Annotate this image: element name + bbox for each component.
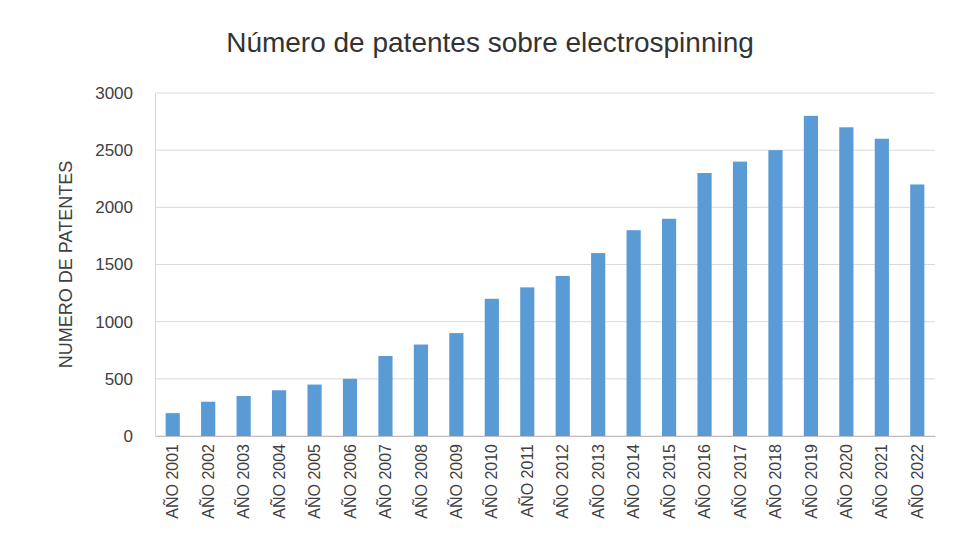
y-tick: 0	[124, 427, 155, 446]
y-tick: 3000	[95, 84, 155, 103]
x-tick: AÑO 2008	[411, 436, 430, 519]
x-tick-label: AÑO 2007	[375, 444, 394, 519]
x-tick-label: AÑO 2015	[659, 444, 678, 519]
y-tick-label: 3000	[95, 84, 133, 103]
x-tick: AÑO 2011	[517, 436, 536, 518]
x-tick-label: AÑO 2005	[304, 444, 323, 519]
y-tick-label: 1000	[95, 313, 133, 332]
x-tick-label: AÑO 2001	[162, 444, 181, 519]
x-tick: AÑO 2016	[694, 436, 713, 519]
y-tick-label: 1500	[95, 255, 133, 274]
bars	[166, 116, 925, 436]
x-axis-line	[156, 436, 936, 437]
y-tick-label: 2000	[95, 198, 133, 217]
bar	[237, 396, 251, 436]
y-axis-line	[155, 94, 156, 437]
y-axis: 0 500 1000 1500 2000 2500 3000	[95, 84, 155, 446]
bar	[733, 162, 747, 436]
bar	[166, 413, 180, 436]
x-tick-label: AÑO 2010	[481, 444, 500, 519]
x-tick-label: AÑO 2011	[517, 444, 536, 518]
bar	[201, 402, 215, 436]
plot: 0 500 1000 1500 2000 2500 3000 AÑO 2001 AÑO 2002…	[95, 84, 935, 519]
grid-line	[155, 93, 935, 94]
bar	[520, 287, 534, 436]
y-axis-title: NUMERO DE PATENTES	[56, 161, 76, 368]
x-tick-label: AÑO 2003	[233, 444, 252, 519]
x-tick: AÑO 2015	[659, 436, 678, 519]
y-tick: 2500	[95, 141, 155, 160]
x-tick: AÑO 2012	[552, 436, 571, 519]
bar	[591, 253, 605, 436]
bar	[485, 299, 499, 436]
x-axis: AÑO 2001 AÑO 2002 AÑO 2003 AÑO 2004 AÑO 2005…	[156, 436, 936, 519]
x-tick: AÑO 2004	[269, 436, 288, 519]
x-tick: AÑO 2020	[836, 436, 855, 519]
bar	[272, 390, 286, 436]
x-tick: AÑO 2022	[907, 436, 926, 519]
x-tick: AÑO 2003	[233, 436, 252, 519]
x-tick-label: AÑO 2022	[907, 444, 926, 519]
bar	[449, 333, 463, 436]
x-tick-label: AÑO 2009	[446, 444, 465, 519]
grid	[155, 93, 935, 436]
y-tick: 1000	[95, 313, 155, 332]
x-tick-label: AÑO 2017	[730, 444, 749, 519]
bar	[556, 276, 570, 436]
y-tick-label: 0	[124, 427, 133, 446]
x-tick: AÑO 2009	[446, 436, 465, 519]
bar	[414, 345, 428, 436]
x-tick: AÑO 2001	[162, 436, 181, 519]
x-tick-label: AÑO 2014	[623, 444, 642, 519]
bar	[839, 127, 853, 436]
x-tick: AÑO 2019	[801, 436, 820, 519]
bar	[768, 150, 782, 436]
bar	[662, 219, 676, 436]
y-tick-label: 2500	[95, 141, 133, 160]
x-tick-label: AÑO 2020	[836, 444, 855, 519]
bar	[875, 139, 889, 436]
x-tick-label: AÑO 2021	[871, 444, 890, 519]
x-tick-label: AÑO 2013	[588, 444, 607, 519]
bar	[307, 385, 321, 436]
y-tick: 2000	[95, 198, 155, 217]
chart: 0 500 1000 1500 2000 2500 3000 AÑO 2001 AÑO 2002…	[0, 0, 980, 560]
bar	[378, 356, 392, 436]
x-tick: AÑO 2013	[588, 436, 607, 519]
y-tick: 500	[105, 370, 155, 389]
x-tick: AÑO 2005	[304, 436, 323, 519]
x-tick-label: AÑO 2008	[411, 444, 430, 519]
x-tick: AÑO 2021	[871, 436, 890, 519]
y-tick-label: 500	[105, 370, 133, 389]
x-tick: AÑO 2018	[765, 436, 784, 519]
x-tick-label: AÑO 2004	[269, 444, 288, 519]
x-tick-label: AÑO 2012	[552, 444, 571, 519]
bar	[804, 116, 818, 436]
bar	[910, 184, 924, 436]
bar	[697, 173, 711, 436]
y-tick: 1500	[95, 255, 155, 274]
x-tick-label: AÑO 2002	[198, 444, 217, 519]
x-tick: AÑO 2006	[340, 436, 359, 519]
title: Número de patentes sobre electrospinning	[226, 27, 754, 58]
x-tick: AÑO 2010	[481, 436, 500, 519]
x-tick: AÑO 2014	[623, 436, 642, 519]
bar	[343, 379, 357, 436]
x-tick-label: AÑO 2006	[340, 444, 359, 519]
x-tick: AÑO 2002	[198, 436, 217, 519]
x-tick-label: AÑO 2019	[801, 444, 820, 519]
x-tick-label: AÑO 2018	[765, 444, 784, 519]
x-tick: AÑO 2017	[730, 436, 749, 519]
bar	[627, 230, 641, 436]
x-tick-label: AÑO 2016	[694, 444, 713, 519]
x-tick: AÑO 2007	[375, 436, 394, 519]
